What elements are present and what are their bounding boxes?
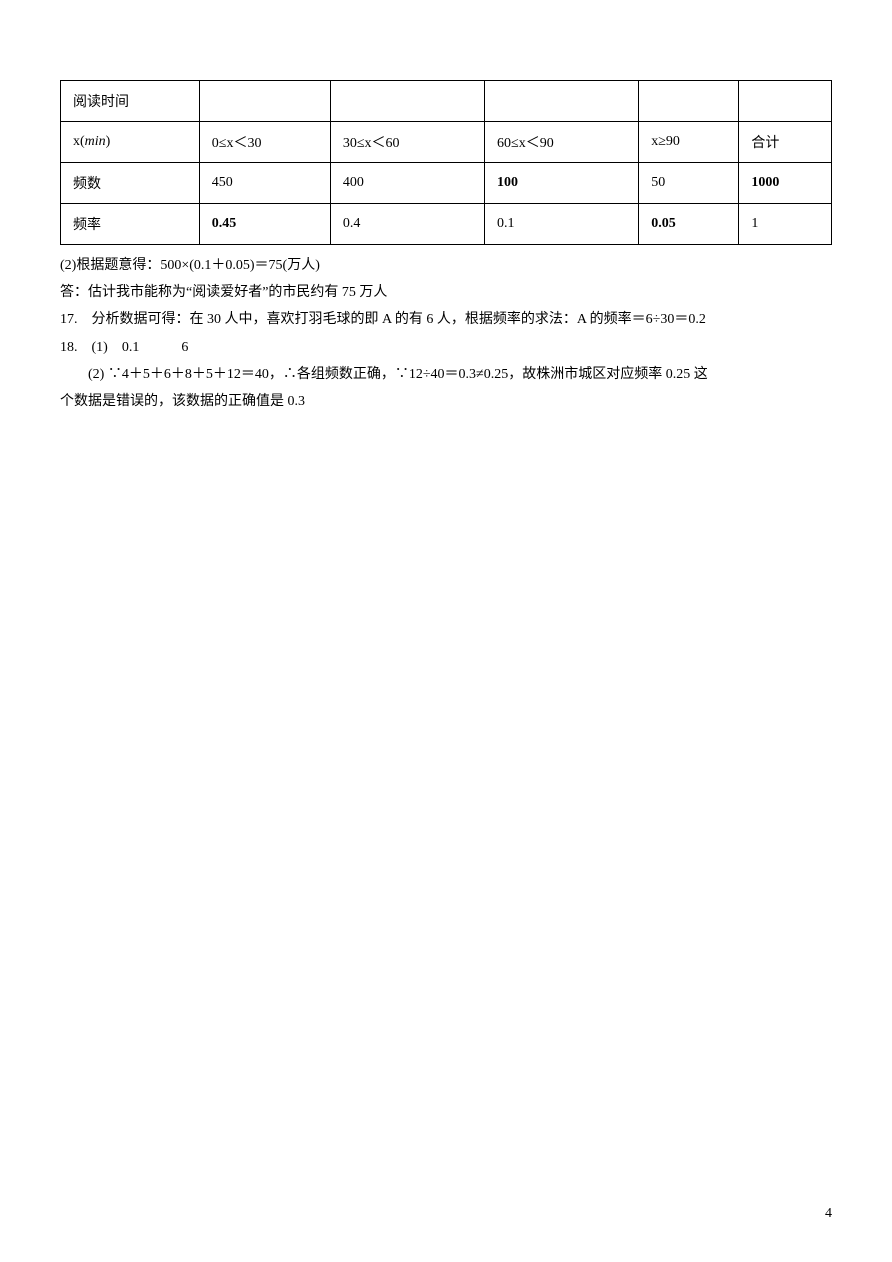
table-cell: 0.1: [485, 204, 639, 245]
table-cell: 0.05: [639, 204, 739, 245]
table-cell: 400: [330, 163, 484, 204]
text-line: 17. 分析数据可得：在 30 人中，喜欢打羽毛球的即 A 的有 6 人，根据频…: [60, 307, 832, 332]
table-cell: 50: [639, 163, 739, 204]
table-cell: 合计: [739, 122, 832, 163]
page-number: 4: [825, 1206, 832, 1222]
table-cell: [199, 81, 330, 122]
frequency-table: 阅读时间 x(min) 0≤x＜30 30≤x＜60 60≤x＜90 x≥90 …: [60, 80, 832, 245]
table-cell: 1000: [739, 163, 832, 204]
table-row: 频率 0.45 0.4 0.1 0.05 1: [61, 204, 832, 245]
table-cell: x≥90: [639, 122, 739, 163]
table-cell: 频率: [61, 204, 200, 245]
table-row: 频数 450 400 100 50 1000: [61, 163, 832, 204]
table-cell: 100: [485, 163, 639, 204]
table-cell: 频数: [61, 163, 200, 204]
table-cell: [639, 81, 739, 122]
table-row: 阅读时间: [61, 81, 832, 122]
table-cell: [330, 81, 484, 122]
text-line: 个数据是错误的，该数据的正确值是 0.3: [60, 389, 832, 414]
table-row: x(min) 0≤x＜30 30≤x＜60 60≤x＜90 x≥90 合计: [61, 122, 832, 163]
table-cell: 0.4: [330, 204, 484, 245]
table-cell: 0≤x＜30: [199, 122, 330, 163]
table-cell: 450: [199, 163, 330, 204]
text-line: (2) ∵4＋5＋6＋8＋5＋12＝40，∴各组频数正确，∵12÷40＝0.3≠…: [60, 362, 832, 387]
text-line: 18. (1) 0.1 6: [60, 335, 832, 360]
table-cell: 0.45: [199, 204, 330, 245]
table-cell: 1: [739, 204, 832, 245]
table-cell: [485, 81, 639, 122]
text-line: (2)根据题意得：500×(0.1＋0.05)＝75(万人): [60, 253, 832, 278]
table-cell: 60≤x＜90: [485, 122, 639, 163]
table-cell: x(min): [61, 122, 200, 163]
table-cell: 30≤x＜60: [330, 122, 484, 163]
table-cell: [739, 81, 832, 122]
text-line: 答：估计我市能称为“阅读爱好者”的市民约有 75 万人: [60, 280, 832, 305]
body-text: (2)根据题意得：500×(0.1＋0.05)＝75(万人) 答：估计我市能称为…: [60, 253, 832, 414]
table-cell: 阅读时间: [61, 81, 200, 122]
